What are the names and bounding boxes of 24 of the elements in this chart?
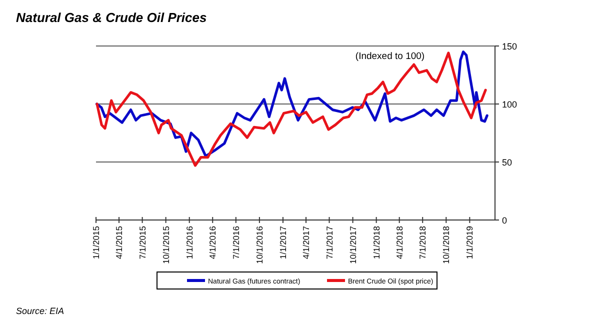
x-tick-label: 1/1/2018 (371, 226, 382, 260)
source-note: Source: EIA (16, 306, 64, 316)
y-tick-label: 100 (502, 100, 518, 110)
annotation: (Indexed to 100) (355, 51, 425, 62)
x-tick-label: 7/1/2015 (137, 226, 148, 260)
x-tick-label: 4/1/2018 (394, 226, 404, 260)
x-tick-label: 1/1/2019 (464, 226, 475, 260)
x-tick-label: 10/1/2017 (348, 226, 358, 264)
x-tick-label: 1/1/2017 (278, 226, 288, 260)
x-tick-label: 7/1/2017 (324, 226, 334, 260)
x-tick-label: 10/1/2016 (254, 226, 264, 264)
x-tick-label: 7/1/2018 (418, 226, 428, 260)
x-tick-label: 10/1/2018 (441, 226, 452, 264)
y-tick-label: 0 (502, 216, 508, 226)
x-tick-label: 1/1/2016 (184, 226, 194, 260)
x-tick-label: 10/1/2015 (160, 226, 171, 264)
y-tick-label: 50 (502, 158, 512, 168)
x-tick-label: 4/1/2016 (208, 226, 218, 260)
x-tick-label: 4/1/2015 (114, 226, 124, 260)
x-tick-label: 1/1/2015 (91, 226, 101, 260)
x-tick-label: 7/1/2016 (230, 226, 241, 260)
chart-title: Natural Gas & Crude Oil Prices (16, 10, 207, 25)
y-tick-label: 150 (502, 42, 518, 52)
x-tick-label: 4/1/2017 (300, 226, 311, 260)
